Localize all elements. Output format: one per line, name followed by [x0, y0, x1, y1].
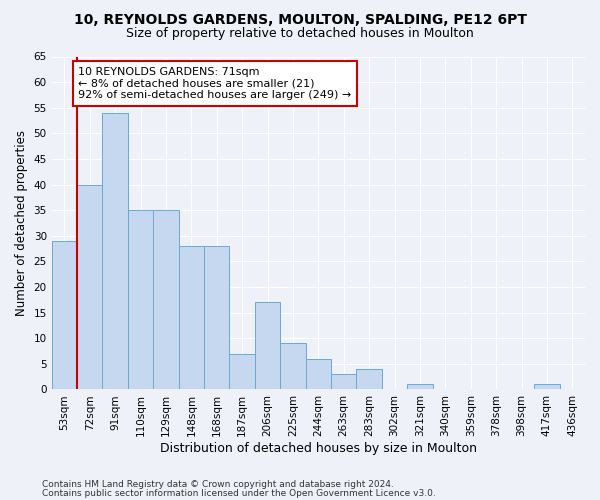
Y-axis label: Number of detached properties: Number of detached properties — [15, 130, 28, 316]
Bar — [204, 246, 229, 390]
Text: Contains public sector information licensed under the Open Government Licence v3: Contains public sector information licen… — [42, 488, 436, 498]
Bar — [128, 210, 153, 390]
Text: Contains HM Land Registry data © Crown copyright and database right 2024.: Contains HM Land Registry data © Crown c… — [42, 480, 394, 489]
X-axis label: Distribution of detached houses by size in Moulton: Distribution of detached houses by size … — [160, 442, 477, 455]
Bar — [179, 246, 204, 390]
Bar — [255, 302, 280, 390]
Bar — [331, 374, 356, 390]
Bar — [407, 384, 433, 390]
Bar — [229, 354, 255, 390]
Bar — [153, 210, 179, 390]
Bar — [534, 384, 560, 390]
Bar — [305, 358, 331, 390]
Bar — [52, 241, 77, 390]
Text: 10 REYNOLDS GARDENS: 71sqm
← 8% of detached houses are smaller (21)
92% of semi-: 10 REYNOLDS GARDENS: 71sqm ← 8% of detac… — [79, 66, 352, 100]
Bar — [280, 344, 305, 390]
Bar — [77, 184, 103, 390]
Text: 10, REYNOLDS GARDENS, MOULTON, SPALDING, PE12 6PT: 10, REYNOLDS GARDENS, MOULTON, SPALDING,… — [74, 12, 527, 26]
Bar — [103, 113, 128, 390]
Bar — [356, 369, 382, 390]
Text: Size of property relative to detached houses in Moulton: Size of property relative to detached ho… — [126, 28, 474, 40]
